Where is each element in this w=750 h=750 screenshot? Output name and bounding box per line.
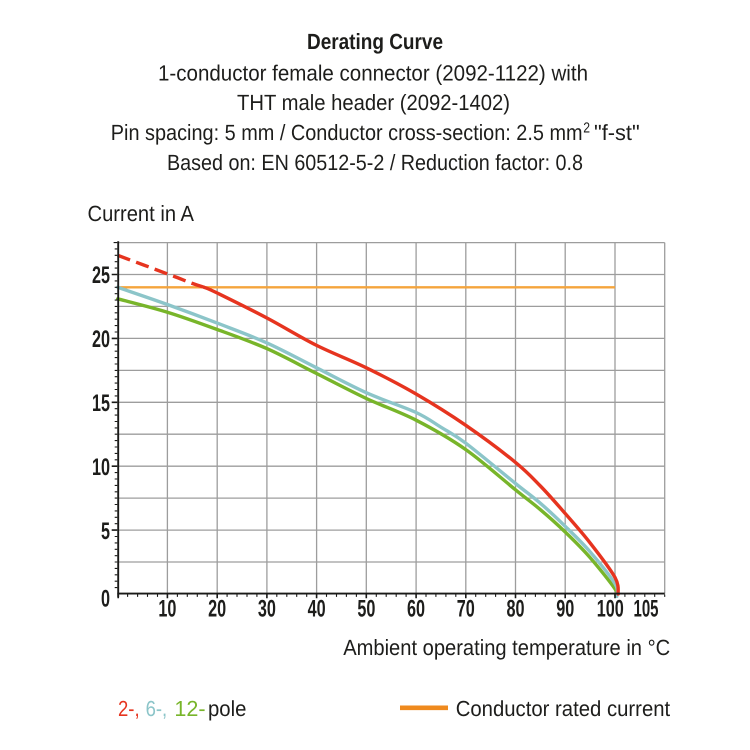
- svg-text:20: 20: [92, 326, 110, 353]
- svg-text:10: 10: [158, 596, 176, 623]
- svg-text:"f-st": "f-st": [594, 120, 640, 145]
- svg-text:Conductor rated current: Conductor rated current: [456, 696, 671, 721]
- svg-text:90: 90: [556, 596, 574, 623]
- svg-text:12-: 12-: [174, 696, 205, 721]
- svg-text:15: 15: [92, 390, 110, 417]
- svg-text:pole: pole: [208, 696, 246, 721]
- svg-text:20: 20: [208, 596, 226, 623]
- svg-text:Derating Curve: Derating Curve: [307, 29, 443, 54]
- svg-text:80: 80: [507, 596, 525, 623]
- svg-text:70: 70: [457, 596, 475, 623]
- svg-text:1-conductor female connector (: 1-conductor female connector (2092-1122)…: [158, 61, 588, 86]
- svg-text:40: 40: [308, 596, 326, 623]
- svg-text:10: 10: [92, 454, 110, 481]
- svg-text:50: 50: [357, 596, 375, 623]
- svg-text:60: 60: [407, 596, 425, 623]
- svg-text:Based on: EN 60512-5-2 / Reduc: Based on: EN 60512-5-2 / Reduction facto…: [167, 150, 583, 175]
- svg-text:THT male header (2092-1402): THT male header (2092-1402): [237, 90, 510, 115]
- svg-text:100: 100: [597, 596, 624, 623]
- svg-text:30: 30: [258, 596, 276, 623]
- svg-text:Pin spacing: 5 mm / Conductor: Pin spacing: 5 mm / Conductor cross-sect…: [111, 120, 583, 145]
- svg-text:Ambient operating temperature: Ambient operating temperature in °C: [343, 635, 670, 660]
- svg-text:0: 0: [101, 586, 110, 613]
- svg-text:Current in A: Current in A: [88, 201, 195, 226]
- svg-text:5: 5: [101, 518, 110, 545]
- svg-text:25: 25: [92, 262, 110, 289]
- svg-text:105: 105: [634, 596, 659, 623]
- svg-text:6-,: 6-,: [146, 696, 168, 721]
- svg-text:2: 2: [583, 121, 590, 137]
- svg-text:2-,: 2-,: [118, 696, 140, 721]
